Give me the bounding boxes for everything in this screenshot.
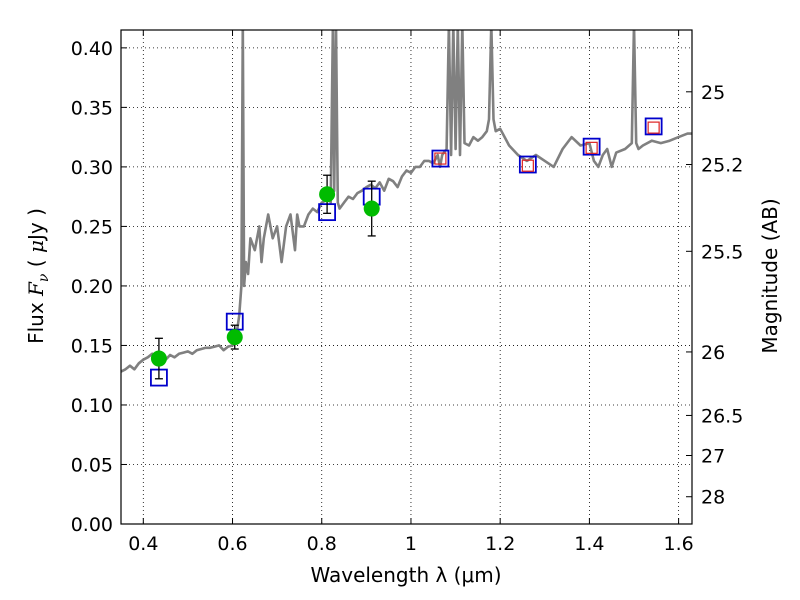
x-tick-label: 0.6 — [217, 533, 247, 555]
y-tick-label: 0.10 — [71, 395, 113, 417]
model-red-marker — [585, 141, 598, 154]
y-tick-label: 0.40 — [71, 38, 113, 60]
y-tick-label: 0.20 — [71, 276, 113, 298]
x-tick-label: 1 — [405, 533, 417, 555]
x-tick-label: 1.2 — [485, 533, 515, 555]
x-tick-label: 0.4 — [128, 533, 158, 555]
observed-point — [363, 200, 380, 217]
y-tick-label: 0.00 — [71, 514, 113, 536]
y-ticks: 0.00 0.05 0.10 0.15 0.20 0.25 0.30 0.35 0.40 — [71, 38, 127, 536]
x-tick-label: 0.8 — [307, 533, 337, 555]
plot-area — [121, 30, 692, 387]
y2-tick-label: 27 — [701, 446, 725, 468]
y-tick-label: 0.30 — [71, 157, 113, 179]
model-red-marker — [647, 121, 660, 134]
x-tick-label: 1.4 — [574, 533, 604, 555]
x-axis-label: Wavelength λ (μm) — [310, 563, 501, 587]
y2-tick-label: 26 — [701, 342, 725, 364]
y-tick-label: 0.05 — [71, 454, 113, 476]
y2-tick-label: 28 — [701, 487, 725, 509]
observed-point — [226, 329, 243, 346]
y2-tick-label: 25 — [701, 82, 725, 104]
y-tick-label: 0.25 — [71, 216, 113, 238]
axes-border — [120, 29, 693, 525]
y-axis-label: Flux Fν ( μJy ) — [24, 208, 52, 344]
plot-clip-group — [121, 30, 692, 387]
spectrum-line — [121, 30, 692, 373]
y2-tick-label: 26.5 — [701, 405, 743, 427]
observed-point — [150, 350, 167, 367]
observed-point — [319, 186, 336, 203]
model-box-marker — [644, 117, 663, 136]
x-tick-label: 1.6 — [664, 533, 694, 555]
model-box-marker — [518, 155, 537, 174]
axes-frame — [120, 29, 693, 525]
y2-axis-label: Magnitude (AB) — [758, 198, 782, 353]
y2-ticks: 25 25.2 25.5 26 26.5 27 28 — [686, 82, 743, 509]
x-ticks: 0.4 0.6 0.8 1 1.2 1.4 1.6 — [128, 30, 694, 555]
model-box-marker — [582, 137, 601, 156]
y2-tick-label: 25.5 — [701, 241, 743, 263]
model-red-marker — [521, 159, 534, 172]
y-tick-label: 0.15 — [71, 335, 113, 357]
model-red-marker — [434, 152, 447, 165]
model-box-marker — [431, 149, 450, 168]
y-tick-label: 0.35 — [71, 97, 113, 119]
y2-tick-label: 25.2 — [701, 155, 743, 177]
grid-lines — [121, 30, 692, 525]
